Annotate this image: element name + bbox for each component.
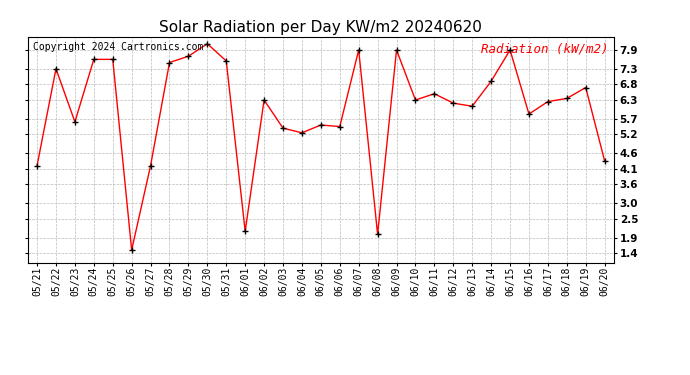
Text: Copyright 2024 Cartronics.com: Copyright 2024 Cartronics.com <box>34 42 204 52</box>
Text: Radiation (kW/m2): Radiation (kW/m2) <box>481 42 609 55</box>
Title: Solar Radiation per Day KW/m2 20240620: Solar Radiation per Day KW/m2 20240620 <box>159 20 482 35</box>
